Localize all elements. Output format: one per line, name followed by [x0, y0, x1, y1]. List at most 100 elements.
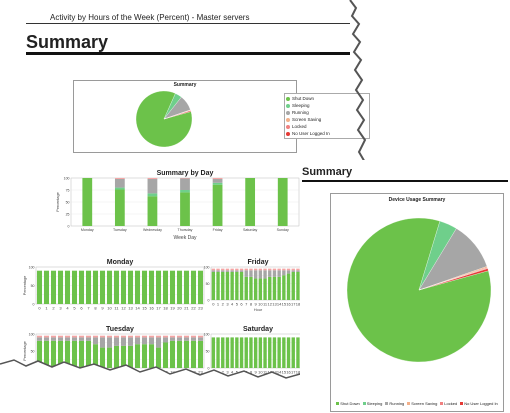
summary-pie-legend: Shut Down Sleeping Running Screen Saving Loc… [284, 93, 370, 139]
x-tick-label: 18 [296, 370, 301, 375]
x-tick-label: Wednesday [143, 228, 162, 232]
bar-segment [258, 270, 263, 279]
x-tick-label: Tuesday [113, 228, 127, 232]
x-tick-label: 12 [121, 306, 126, 311]
x-tick-label: Thursday [178, 228, 193, 232]
bar-segment [155, 335, 162, 338]
bar-segment [134, 337, 141, 345]
x-tick-label: 14 [277, 370, 282, 375]
bar-segment [282, 270, 286, 276]
bar-segment [268, 270, 272, 277]
bar-segment [113, 337, 120, 346]
bar-segment [57, 337, 64, 341]
bar-segment [258, 278, 263, 300]
bar-segment [296, 270, 300, 272]
x-tick-label: 9 [101, 306, 104, 311]
bar-segment [147, 178, 158, 194]
big-legend-label: Shut Down [340, 401, 360, 406]
bar-segment [43, 337, 50, 341]
x-tick-label: Monday [81, 228, 94, 232]
bar-segment [282, 275, 286, 300]
bar-segment [64, 270, 71, 304]
bar-segment [291, 270, 295, 272]
y-tick-label: 100 [204, 332, 210, 336]
bar-segment [216, 270, 220, 272]
bar-segment [277, 276, 281, 300]
bar-segment [127, 270, 134, 304]
bar-segment [147, 193, 158, 197]
bar-segment [230, 270, 234, 272]
bar-segment [277, 337, 281, 368]
y-tick-label: 100 [204, 265, 210, 269]
x-tick-label: 11 [263, 302, 268, 307]
big-legend-item: No User Logged In [460, 401, 498, 406]
bar-segment [258, 268, 263, 271]
bar-segment [78, 337, 85, 341]
device-usage-pie [346, 217, 492, 363]
title-underline [26, 23, 350, 24]
x-tick-label: 1 [217, 302, 220, 307]
legend-item: Running [286, 109, 368, 116]
bar-segment [180, 192, 190, 226]
x-tick-label: 10 [107, 306, 112, 311]
x-tick-label: 21 [184, 306, 189, 311]
summary-by-day-chart: Summary by Day 100 75 50 25 0 Monday Tuesday Wed… [56, 170, 300, 240]
x-tick-label: 0 [212, 302, 215, 307]
bar-segment [197, 270, 204, 304]
big-legend-item: Screen Saving [407, 401, 437, 406]
bar-segment [253, 337, 258, 368]
bar-segment [296, 337, 300, 368]
bar-segment [190, 335, 197, 338]
device-usage-pie-slice [418, 268, 489, 291]
bar-segment [141, 270, 148, 304]
big-legend-swatch [362, 402, 366, 405]
bar-segment [78, 335, 85, 338]
bar-segment [57, 340, 64, 368]
x-tick-label: 7 [245, 302, 248, 307]
bar-segment [216, 337, 220, 368]
bar-segment [85, 340, 92, 368]
x-tick-label: 11 [263, 370, 268, 375]
summary-heading: Summary [26, 32, 109, 52]
bar-segment [169, 337, 176, 341]
bar-segment [211, 270, 216, 272]
bar-segment [249, 337, 253, 368]
bar-segment [211, 337, 216, 368]
y-axis-label: Percentage [56, 192, 60, 211]
bar-segment [113, 335, 120, 338]
bar-segment [197, 340, 204, 368]
bar-segment [286, 337, 291, 368]
bar-segment [239, 337, 244, 368]
bar-segment [99, 270, 106, 304]
bar-segment [36, 270, 43, 304]
bar-segment [85, 335, 92, 338]
bar-segment [286, 268, 291, 271]
bar-segment [113, 345, 120, 368]
big-legend-label: Sleeping [366, 401, 383, 406]
bar-segment [197, 335, 204, 338]
bar-segment [230, 337, 234, 368]
bar-segment [244, 270, 248, 277]
bar-segment [141, 337, 148, 345]
legend-label: Shut Down [292, 96, 315, 101]
bar-segment [64, 335, 71, 338]
x-tick-label: 3 [226, 302, 229, 307]
x-tick-label: 23 [198, 370, 203, 375]
bar-segment [291, 271, 295, 300]
bar-segment [183, 270, 190, 304]
bar-segment [230, 268, 234, 271]
bar-segment [291, 337, 295, 368]
chart-title: Friday [247, 259, 268, 266]
big-legend-swatch [407, 402, 411, 405]
overlay-heading: Summary [302, 166, 353, 178]
bar-segment [148, 344, 155, 368]
bar-segment [162, 337, 169, 343]
device-usage-legend: Shut Down Sleeping Running Screen Saving Loc… [333, 401, 501, 406]
bar-segment [211, 268, 216, 271]
report-page: Activity by Hours of the Week (Percent) … [0, 0, 370, 379]
big-legend-swatch [336, 402, 340, 405]
x-tick-label: 17 [291, 302, 296, 307]
bar-segment [127, 335, 134, 338]
